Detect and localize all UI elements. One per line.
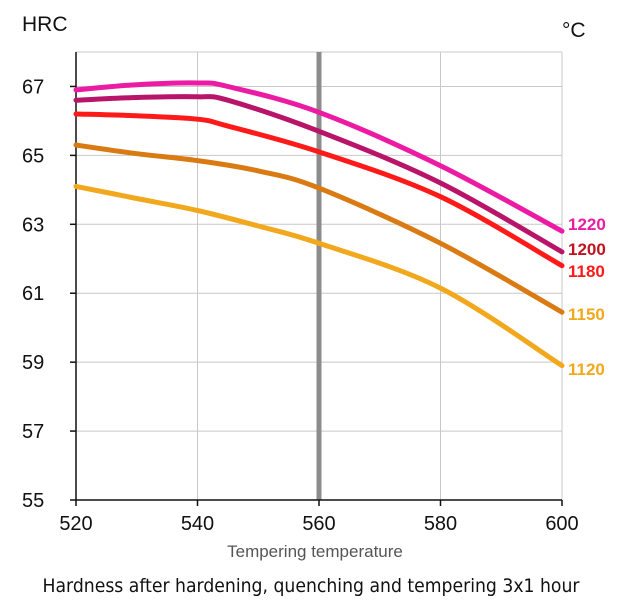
- series-line-1220: [73, 80, 565, 234]
- y-tick-label-57: 57: [22, 421, 44, 443]
- x-tick-label-600: 600: [545, 513, 578, 535]
- y-tick-label-63: 63: [22, 214, 44, 236]
- y-tick-label-67: 67: [22, 76, 44, 98]
- series-label-1220: 1220: [568, 215, 606, 234]
- x-tick-label-560: 560: [302, 513, 335, 535]
- series-line-1180: [73, 111, 565, 269]
- series-lines: [73, 80, 565, 369]
- y-axis-label: HRC: [22, 13, 68, 36]
- chart-caption: Hardness after hardening, quenching and …: [43, 575, 580, 597]
- y-tick-label-59: 59: [22, 352, 44, 374]
- series-labels: 1220 1200 1180 1150 1120: [568, 215, 606, 379]
- tick-labels: 55 57 59 61 63 65 67 520 540 560 580 600: [22, 76, 579, 535]
- unit-label: °C: [562, 19, 586, 42]
- series-line-1150: [73, 142, 565, 315]
- series-label-1150: 1150: [568, 305, 605, 324]
- series-line-1120: [73, 183, 565, 369]
- x-tick-label-520: 520: [59, 513, 92, 535]
- series-label-1120: 1120: [568, 360, 605, 379]
- series-label-1180: 1180: [568, 262, 605, 281]
- x-axis-label: Tempering temperature: [227, 542, 403, 561]
- series-line-1200: [73, 94, 565, 255]
- axes: [70, 52, 563, 506]
- y-tick-label-61: 61: [22, 283, 44, 305]
- x-tick-label-580: 580: [424, 513, 457, 535]
- series-label-1200: 1200: [568, 240, 606, 259]
- x-tick-label-540: 540: [181, 513, 214, 535]
- y-tick-label-65: 65: [22, 145, 44, 167]
- y-tick-label-55: 55: [22, 490, 44, 512]
